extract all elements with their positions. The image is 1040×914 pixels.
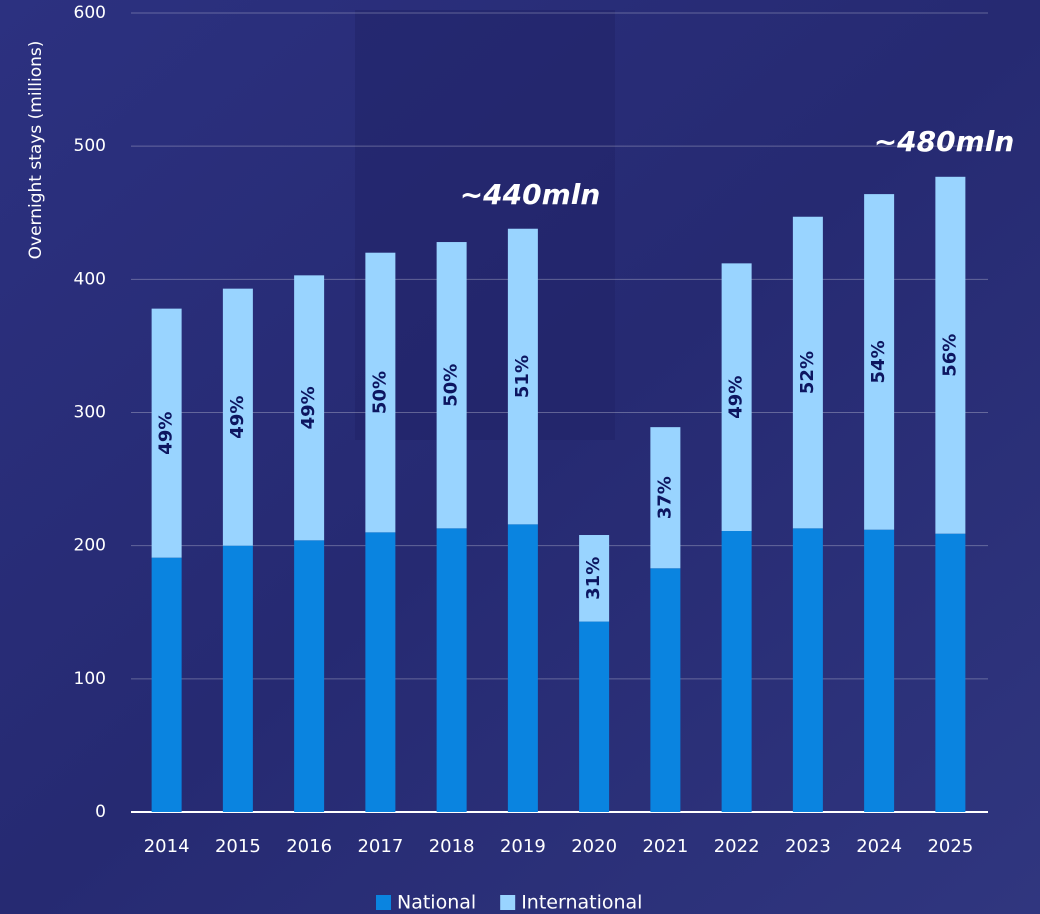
bar-segment [721,263,752,532]
bar-segment [151,308,182,558]
x-tick-label: 2023 [785,836,831,857]
bar-segment [935,533,966,812]
y-tick-label: 600 [74,3,106,23]
bar-label: 50% [441,364,462,407]
y-tick-label: 500 [74,136,106,156]
y-tick-label: 200 [74,536,106,556]
bar-segment [507,524,538,812]
bar-segment [436,528,467,812]
bar-segment [864,194,895,530]
bar-label: 49% [726,376,747,419]
bar-segment [222,545,253,812]
bar-segment [365,532,396,812]
y-tick-label: 400 [74,269,106,289]
y-tick-label: 300 [74,403,106,423]
x-tick-label: 2024 [856,836,902,857]
bar-segment [365,252,396,533]
x-tick-label: 2020 [571,836,617,857]
bar-segment [792,528,823,812]
bar-segment [294,540,325,812]
bar-label: 37% [654,476,675,519]
x-tick-label: 2022 [714,836,760,857]
legend-swatch [500,895,516,910]
x-tick-label: 2014 [144,836,190,857]
annotation: ~480mln [874,125,1015,158]
bar-segment [294,275,325,541]
bar-label: 49% [298,386,319,429]
y-tick-label: 100 [74,669,106,689]
bar-segment [792,216,823,529]
bar-label: 49% [227,396,248,439]
bar-segment [579,621,610,812]
y-axis-label: Overnight stays (millions) [26,41,46,260]
bar-label: 49% [156,412,177,455]
x-tick-label: 2015 [215,836,261,857]
bar-segment [650,427,681,569]
legend-label: National [397,892,476,914]
bar-segment [436,242,467,529]
x-tick-label: 2019 [500,836,546,857]
bar-label: 50% [369,371,390,414]
y-tick-label: 0 [95,802,106,822]
x-tick-label: 2025 [927,836,973,857]
annotation: ~440mln [460,178,601,211]
bar-segment [721,531,752,812]
bar-label: 56% [939,334,960,377]
bar-segment [507,228,538,525]
backdrop-shape [355,10,615,440]
bar-segment [579,535,610,622]
bar-segment [864,529,895,812]
x-tick-label: 2021 [642,836,688,857]
x-tick-label: 2016 [286,836,332,857]
legend-label: International [521,892,642,914]
bar-segment [222,288,253,546]
x-tick-label: 2018 [429,836,475,857]
bar-segment [935,176,966,534]
bar-segment [151,557,182,812]
bar-label: 54% [868,340,889,383]
bar-label: 51% [512,355,533,398]
x-tick-label: 2017 [357,836,403,857]
bar-label: 31% [583,557,604,600]
bar-label: 52% [797,351,818,394]
legend-swatch [376,895,391,910]
bar-segment [650,568,681,812]
